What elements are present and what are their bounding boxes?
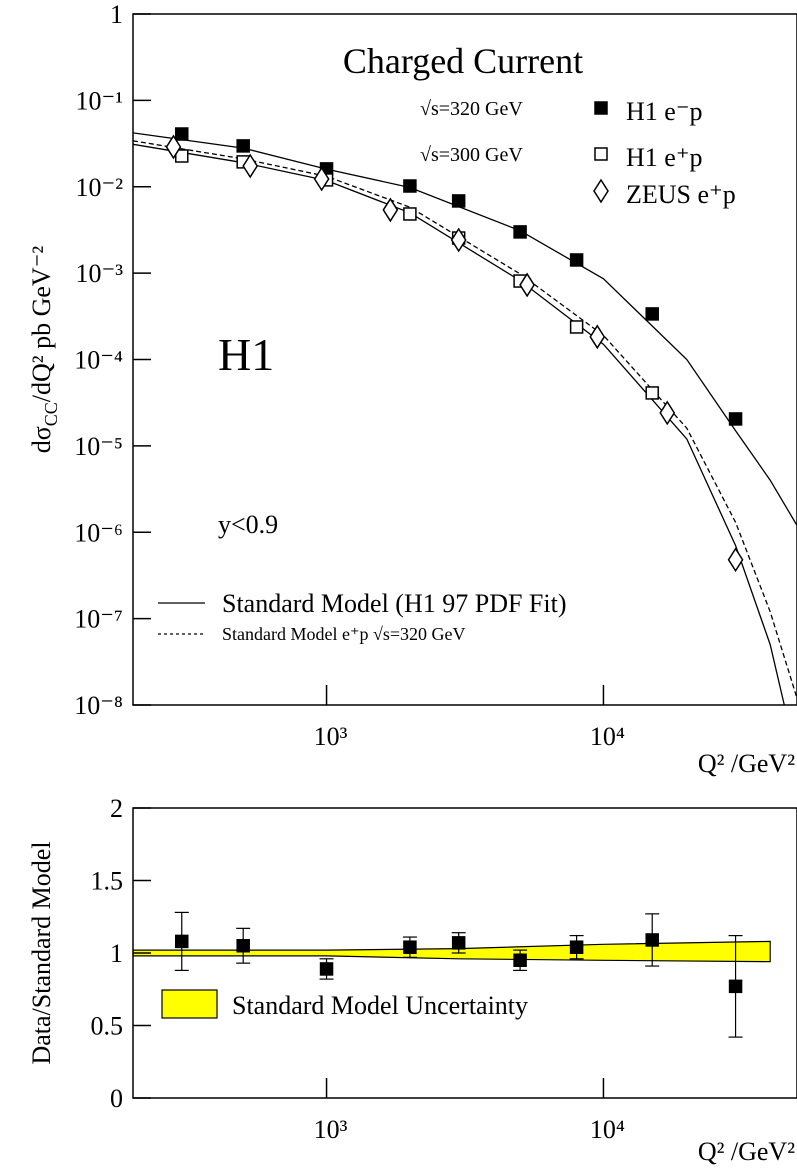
marker xyxy=(450,227,467,253)
marker xyxy=(236,939,250,953)
legend-label: H1 e⁺p xyxy=(626,143,703,172)
marker xyxy=(513,225,527,239)
marker xyxy=(569,253,584,267)
marker xyxy=(519,272,535,298)
marker xyxy=(569,320,584,334)
marker xyxy=(728,979,743,994)
marker xyxy=(403,207,417,221)
marker xyxy=(403,940,417,954)
y-tick-label: 10⁻⁶ xyxy=(74,518,123,547)
model-curve xyxy=(133,140,797,699)
y-tick-label: 0.5 xyxy=(91,1012,124,1041)
x-tick-label: 10⁴ xyxy=(590,722,625,751)
marker xyxy=(659,400,676,426)
marker xyxy=(645,307,659,321)
y-axis-label: Data/Standard Model xyxy=(27,841,56,1064)
chart-title: Charged Current xyxy=(343,41,583,81)
legend-energy: √s=320 GeV xyxy=(420,98,523,120)
legend-label: Standard Model (H1 97 PDF Fit) xyxy=(222,589,567,618)
x-tick-label: 10⁴ xyxy=(590,1115,625,1144)
legend-marker xyxy=(594,147,608,161)
marker xyxy=(589,324,606,350)
y-tick-label: 10⁻⁴ xyxy=(74,346,123,375)
y-axis-label-part: /dQ² pb GeV⁻² xyxy=(27,246,56,403)
y-axis-label-part: CC xyxy=(41,402,61,426)
marker xyxy=(727,547,744,573)
marker xyxy=(728,412,743,426)
y-tick-label: 1 xyxy=(110,939,123,968)
y-axis-label-part: dσ xyxy=(27,426,56,453)
legend-label: H1 e⁻p xyxy=(626,97,703,126)
marker xyxy=(175,934,189,949)
y-tick-label: 10⁻⁵ xyxy=(74,432,123,461)
marker xyxy=(313,166,330,192)
y-tick-label: 10⁻² xyxy=(75,173,123,202)
y-tick-label: 2 xyxy=(110,794,123,823)
annotation: H1 xyxy=(218,329,274,380)
x-axis-label: Q² /GeV² xyxy=(698,749,795,778)
marker xyxy=(382,197,399,223)
marker xyxy=(513,953,527,967)
marker xyxy=(242,153,259,179)
marker xyxy=(569,940,584,954)
legend-swatch xyxy=(161,989,218,1019)
legend-label: Standard Model Uncertainty xyxy=(232,991,528,1020)
marker xyxy=(165,134,182,160)
marker xyxy=(645,933,659,947)
y-tick-label: 1.5 xyxy=(91,867,124,896)
y-tick-label: 10⁻⁷ xyxy=(74,605,123,634)
uncertainty-band xyxy=(133,940,771,963)
marker xyxy=(175,127,189,141)
x-tick-label: 10³ xyxy=(314,1115,348,1144)
legend-label: Standard Model e⁺p √s=320 GeV xyxy=(222,624,466,644)
plot-area xyxy=(133,911,771,1038)
model-curve xyxy=(133,132,797,526)
y-tick-label: 10⁻³ xyxy=(75,259,123,288)
x-axis-label: Q² /GeV² xyxy=(698,1137,795,1166)
marker xyxy=(451,194,466,208)
marker xyxy=(451,936,466,950)
legend-marker xyxy=(593,178,609,204)
y-tick-label: 1 xyxy=(110,0,123,29)
y-axis-label: dσCC/dQ² pb GeV⁻² xyxy=(27,246,61,454)
annotation: y<0.9 xyxy=(218,510,278,539)
y-tick-label: 10⁻⁸ xyxy=(74,691,123,720)
legend-label: ZEUS e⁺p xyxy=(626,180,736,209)
model-curve xyxy=(133,143,785,705)
plot-area xyxy=(133,127,797,705)
marker xyxy=(319,962,334,976)
marker xyxy=(175,149,189,163)
legend-energy: √s=300 GeV xyxy=(420,144,523,166)
marker xyxy=(645,386,659,400)
legend-marker xyxy=(594,101,608,115)
y-tick-label: 0 xyxy=(110,1084,123,1113)
marker xyxy=(236,139,250,153)
y-tick-label: 10⁻¹ xyxy=(75,86,123,115)
x-tick-label: 10³ xyxy=(314,722,348,751)
marker xyxy=(403,179,417,193)
